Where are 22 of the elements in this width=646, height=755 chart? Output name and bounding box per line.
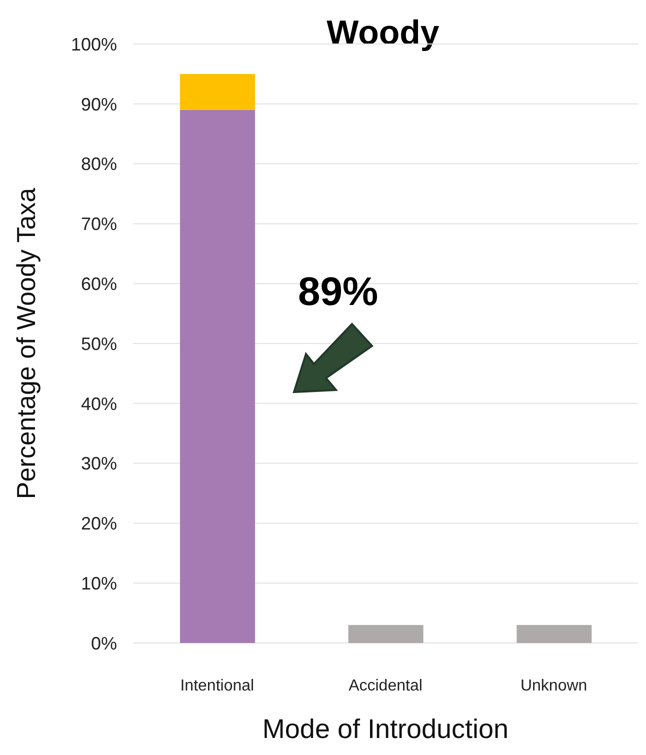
y-tick-label: 70% (80, 214, 117, 234)
bar (516, 625, 592, 643)
y-tick-label: 30% (80, 454, 117, 474)
y-tick-label: 20% (80, 514, 117, 534)
y-tick-label: 50% (80, 334, 117, 354)
bar (180, 74, 255, 110)
y-axis-title: Percentage of Woody Taxa (11, 187, 42, 500)
chart-title: Woody (326, 14, 440, 52)
y-tick-label: 0% (90, 633, 117, 654)
x-tick-label: Intentional (180, 677, 254, 694)
y-tick-label: 10% (80, 573, 117, 594)
x-tick-label: Unknown (520, 677, 588, 694)
x-axis-title: Mode of Introduction (262, 714, 509, 744)
bar (180, 110, 255, 643)
y-tick-label: 40% (80, 394, 117, 414)
y-tick-label: 80% (80, 154, 117, 174)
y-tick-label: 60% (80, 274, 117, 294)
y-tick-label: 100% (70, 34, 117, 54)
annotation: 89% (298, 270, 378, 315)
bar (348, 625, 424, 643)
y-tick-label: 90% (80, 94, 117, 114)
x-tick-label: Accidental (348, 677, 422, 694)
